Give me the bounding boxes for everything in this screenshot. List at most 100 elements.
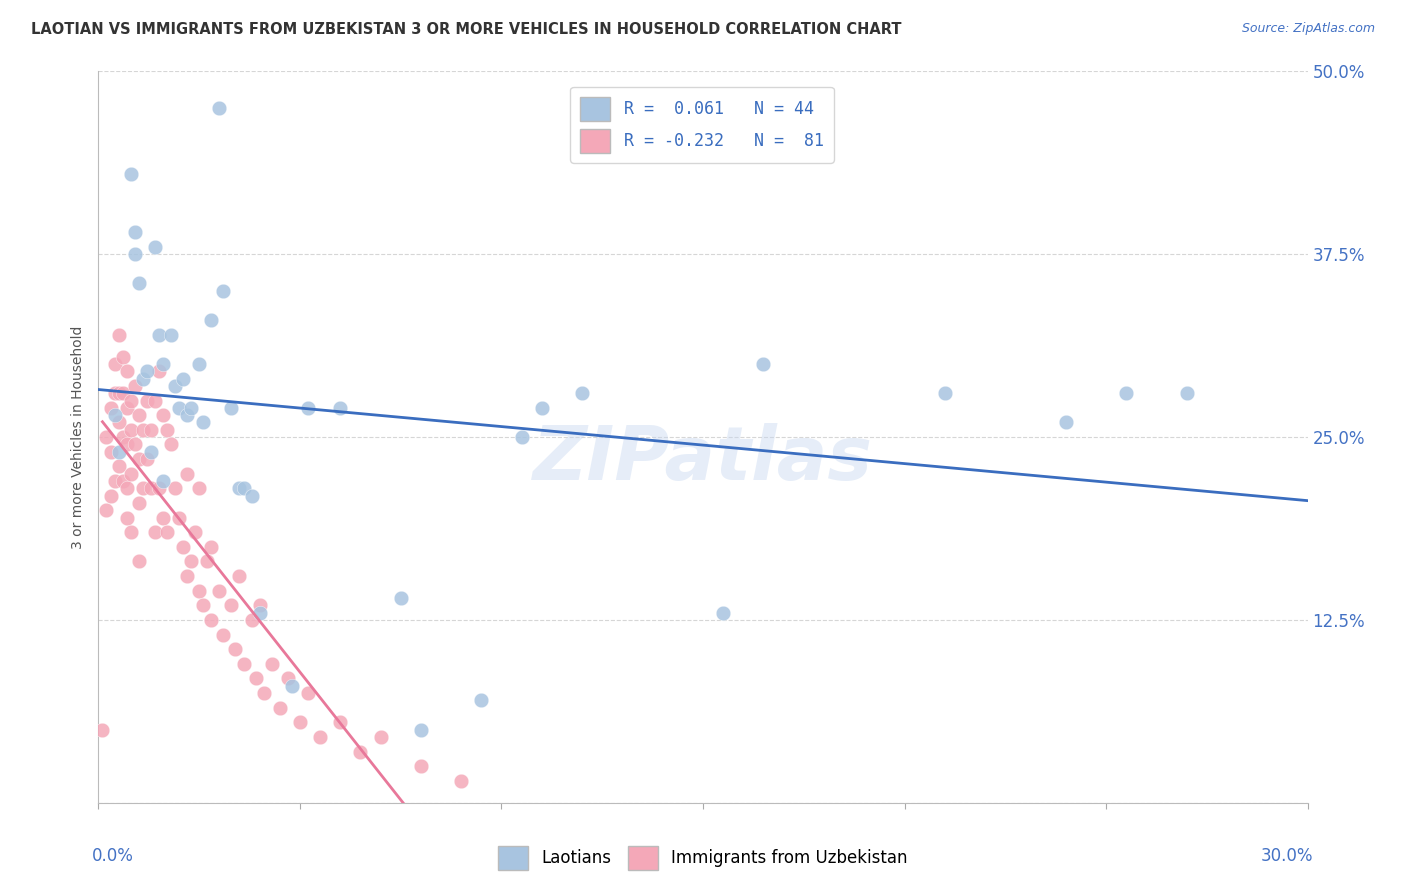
Point — [100, 401, 122, 415]
Point — [160, 327, 183, 342]
Point — [240, 613, 263, 627]
Point — [172, 540, 194, 554]
Point — [188, 357, 211, 371]
Point — [711, 606, 734, 620]
Point — [253, 686, 276, 700]
Point — [96, 430, 118, 444]
Point — [135, 364, 157, 378]
Text: 30.0%: 30.0% — [1261, 847, 1313, 864]
Point — [156, 423, 179, 437]
Point — [200, 313, 222, 327]
Point — [530, 401, 553, 415]
Point — [752, 357, 775, 371]
Point — [100, 489, 122, 503]
Point — [212, 284, 235, 298]
Point — [152, 357, 174, 371]
Point — [200, 613, 222, 627]
Point — [193, 416, 215, 430]
Point — [139, 423, 162, 437]
Point — [96, 503, 118, 517]
Point — [180, 401, 202, 415]
Point — [115, 437, 138, 451]
Point — [180, 554, 202, 568]
Point — [309, 730, 332, 744]
Point — [139, 444, 162, 458]
Point — [148, 327, 170, 342]
Point — [115, 481, 138, 495]
Point — [124, 225, 146, 239]
Point — [370, 730, 392, 744]
Point — [152, 408, 174, 422]
Point — [240, 489, 263, 503]
Point — [135, 452, 157, 467]
Point — [163, 481, 186, 495]
Point — [107, 444, 129, 458]
Point — [1054, 416, 1077, 430]
Legend: Laotians, Immigrants from Uzbekistan: Laotians, Immigrants from Uzbekistan — [492, 839, 914, 877]
Point — [409, 759, 432, 773]
Point — [167, 401, 190, 415]
Point — [349, 745, 371, 759]
Point — [297, 401, 319, 415]
Point — [167, 510, 190, 524]
Point — [135, 393, 157, 408]
Point — [409, 723, 432, 737]
Point — [329, 401, 352, 415]
Point — [389, 591, 412, 605]
Point — [91, 723, 114, 737]
Point — [107, 416, 129, 430]
Point — [200, 540, 222, 554]
Point — [100, 444, 122, 458]
Point — [103, 408, 125, 422]
Point — [172, 371, 194, 385]
Text: Source: ZipAtlas.com: Source: ZipAtlas.com — [1241, 22, 1375, 36]
Point — [288, 715, 311, 730]
Point — [188, 583, 211, 598]
Point — [111, 350, 134, 364]
Point — [156, 525, 179, 540]
Point — [143, 240, 166, 254]
Point — [228, 569, 250, 583]
Point — [176, 569, 198, 583]
Point — [152, 510, 174, 524]
Point — [128, 277, 150, 291]
Point — [152, 474, 174, 488]
Point — [115, 401, 138, 415]
Point — [128, 452, 150, 467]
Point — [111, 430, 134, 444]
Point — [111, 474, 134, 488]
Point — [124, 247, 146, 261]
Point — [120, 525, 142, 540]
Text: 0.0%: 0.0% — [93, 847, 134, 864]
Point — [1115, 386, 1137, 401]
Point — [297, 686, 319, 700]
Point — [249, 606, 271, 620]
Point — [470, 693, 492, 707]
Point — [510, 430, 533, 444]
Point — [245, 672, 267, 686]
Point — [103, 357, 125, 371]
Point — [221, 599, 243, 613]
Point — [103, 386, 125, 401]
Point — [148, 481, 170, 495]
Point — [132, 371, 155, 385]
Point — [277, 672, 299, 686]
Point — [143, 525, 166, 540]
Point — [120, 423, 142, 437]
Point — [329, 715, 352, 730]
Point — [111, 386, 134, 401]
Point — [128, 554, 150, 568]
Point — [120, 467, 142, 481]
Point — [163, 379, 186, 393]
Point — [934, 386, 956, 401]
Point — [232, 481, 254, 495]
Point — [107, 327, 129, 342]
Point — [115, 510, 138, 524]
Point — [139, 481, 162, 495]
Point — [132, 423, 155, 437]
Point — [232, 657, 254, 671]
Point — [115, 364, 138, 378]
Point — [281, 679, 304, 693]
Point — [120, 393, 142, 408]
Legend: R =  0.061   N = 44, R = -0.232   N =  81: R = 0.061 N = 44, R = -0.232 N = 81 — [571, 87, 834, 162]
